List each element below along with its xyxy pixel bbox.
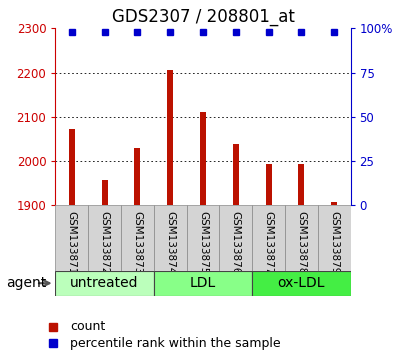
Text: GSM133871: GSM133871 (67, 211, 76, 274)
Text: GSM133877: GSM133877 (263, 211, 273, 274)
Text: agent: agent (6, 276, 46, 290)
Bar (167, 70, 173, 205)
Text: LDL: LDL (189, 276, 216, 290)
Bar (101, 179, 107, 205)
Bar (134, 148, 140, 205)
Bar (252, 271, 350, 296)
Bar (69, 129, 74, 205)
Bar (153, 205, 186, 271)
Bar (317, 205, 350, 271)
Text: GSM133875: GSM133875 (198, 211, 207, 274)
Text: GSM133876: GSM133876 (230, 211, 240, 274)
Bar (55, 271, 153, 296)
Text: untreated: untreated (70, 276, 139, 290)
Bar (232, 144, 238, 205)
Text: GSM133878: GSM133878 (296, 211, 306, 274)
Bar (284, 205, 317, 271)
Text: GSM133872: GSM133872 (99, 211, 109, 274)
Bar (153, 271, 252, 296)
Text: GSM133874: GSM133874 (165, 211, 175, 274)
Bar (186, 205, 219, 271)
Bar (200, 112, 205, 205)
Bar (265, 164, 271, 205)
Text: GSM133873: GSM133873 (132, 211, 142, 274)
Text: percentile rank within the sample: percentile rank within the sample (70, 337, 280, 350)
Bar (121, 205, 153, 271)
Bar (330, 202, 336, 205)
Bar (88, 205, 121, 271)
Title: GDS2307 / 208801_at: GDS2307 / 208801_at (111, 8, 294, 25)
Bar (219, 205, 252, 271)
Text: count: count (70, 320, 105, 333)
Bar (55, 205, 88, 271)
Text: ox-LDL: ox-LDL (277, 276, 324, 290)
Bar (298, 164, 303, 205)
Text: GSM133879: GSM133879 (328, 211, 338, 274)
Bar (252, 205, 284, 271)
